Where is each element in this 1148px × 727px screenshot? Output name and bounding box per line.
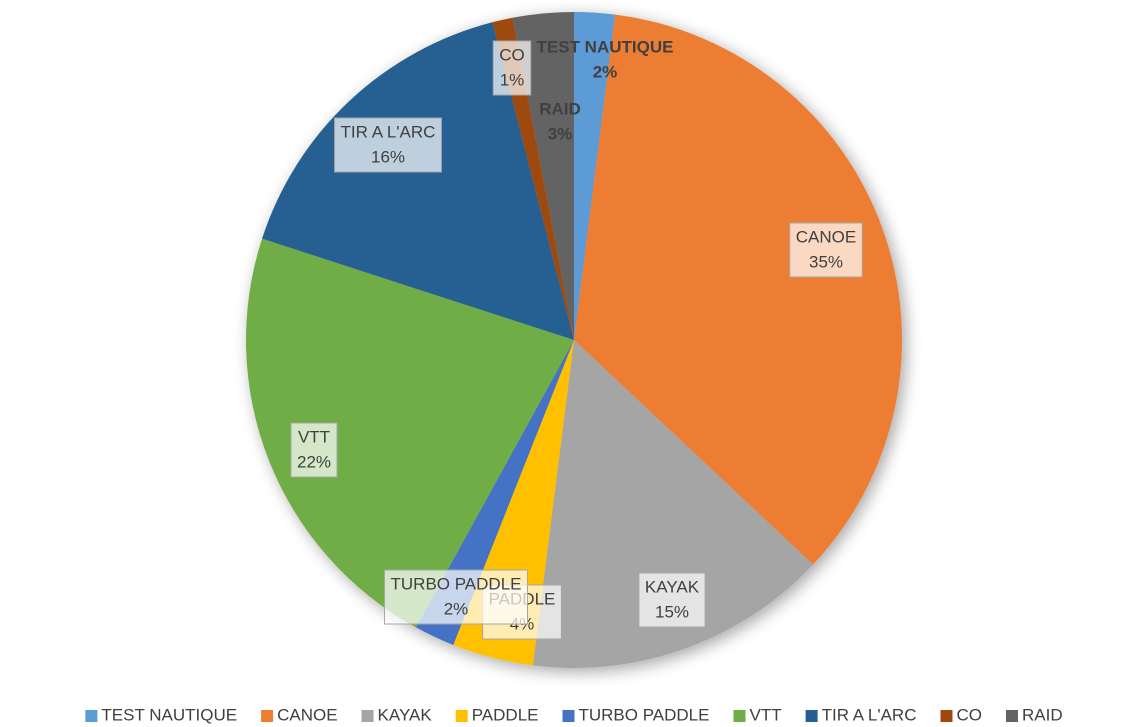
legend: TEST NAUTIQUE CANOE KAYAK PADDLE TURBO PADDL… xyxy=(85,705,1063,724)
label-value: 2% xyxy=(593,62,618,81)
pie-slice xyxy=(574,12,616,340)
legend-swatch xyxy=(733,710,746,722)
legend-item: PADDLE xyxy=(455,705,539,724)
legend-item: KAYAK xyxy=(361,705,433,724)
pie-slice xyxy=(262,22,574,341)
label-value: 3% xyxy=(548,124,573,143)
pie-slice xyxy=(532,340,814,668)
label-box xyxy=(492,40,532,96)
legend-item: VTT xyxy=(733,705,782,724)
data-label: CO 1% xyxy=(492,40,532,96)
legend-label: TIR A L'ARC xyxy=(822,705,917,724)
pie-slice xyxy=(246,238,574,628)
legend-swatch xyxy=(805,710,818,722)
label-value: 35% xyxy=(809,252,843,271)
legend-swatch xyxy=(85,710,98,722)
data-label: TURBO PADDLE 2% xyxy=(384,569,528,625)
label-value: 16% xyxy=(371,147,405,166)
label-value: 22% xyxy=(297,452,331,471)
legend-label: RAID xyxy=(1022,705,1063,724)
label-category: CANOE xyxy=(796,227,856,246)
legend-swatch xyxy=(1005,710,1018,722)
pie-slice xyxy=(492,17,574,340)
legend-item: TIR A L'ARC xyxy=(805,705,917,724)
data-label: KAYAK 15% xyxy=(638,572,706,628)
legend-label: CANOE xyxy=(277,705,337,724)
legend-swatch xyxy=(562,710,575,722)
pie-slice xyxy=(415,340,574,645)
label-category: CO xyxy=(499,45,525,64)
data-labels: TEST NAUTIQUE2%CANOE35%KAYAK15%PADDLE4%T… xyxy=(290,37,863,640)
legend-label: TURBO PADDLE xyxy=(578,705,709,724)
data-label: TIR A L'ARC 16% xyxy=(334,117,442,173)
legend-label: KAYAK xyxy=(378,705,433,724)
label-value: 1% xyxy=(500,70,525,89)
label-category: TEST NAUTIQUE xyxy=(537,37,674,56)
data-label: RAID 3% xyxy=(539,99,581,143)
label-category: TURBO PADDLE xyxy=(391,574,522,593)
data-label: VTT 22% xyxy=(290,422,338,478)
data-label: TEST NAUTIQUE 2% xyxy=(537,37,674,81)
legend-swatch xyxy=(361,710,374,722)
label-category: TIR A L'ARC xyxy=(341,122,436,141)
legend-label: VTT xyxy=(749,705,781,724)
label-box xyxy=(290,422,338,478)
pie-slice xyxy=(574,14,902,565)
label-box xyxy=(384,569,528,625)
legend-swatch xyxy=(261,710,274,722)
legend-swatch xyxy=(455,710,468,722)
label-category: RAID xyxy=(539,99,581,118)
legend-label: CO xyxy=(956,705,982,724)
label-box xyxy=(789,222,863,278)
label-value: 2% xyxy=(444,599,469,618)
legend-item: CANOE xyxy=(261,705,338,724)
label-box xyxy=(334,117,442,173)
label-category: VTT xyxy=(298,427,330,446)
data-label: CANOE 35% xyxy=(789,222,863,278)
label-value: 15% xyxy=(655,602,689,621)
legend-label: TEST NAUTIQUE xyxy=(101,705,237,724)
legend-item: CO xyxy=(940,705,982,724)
label-box xyxy=(638,572,706,628)
legend-item: RAID xyxy=(1005,705,1063,724)
legend-item: TEST NAUTIQUE xyxy=(85,705,237,724)
legend-swatch xyxy=(940,710,953,722)
legend-item: TURBO PADDLE xyxy=(562,705,709,724)
legend-label: PADDLE xyxy=(472,705,539,724)
label-category: KAYAK xyxy=(645,577,700,596)
